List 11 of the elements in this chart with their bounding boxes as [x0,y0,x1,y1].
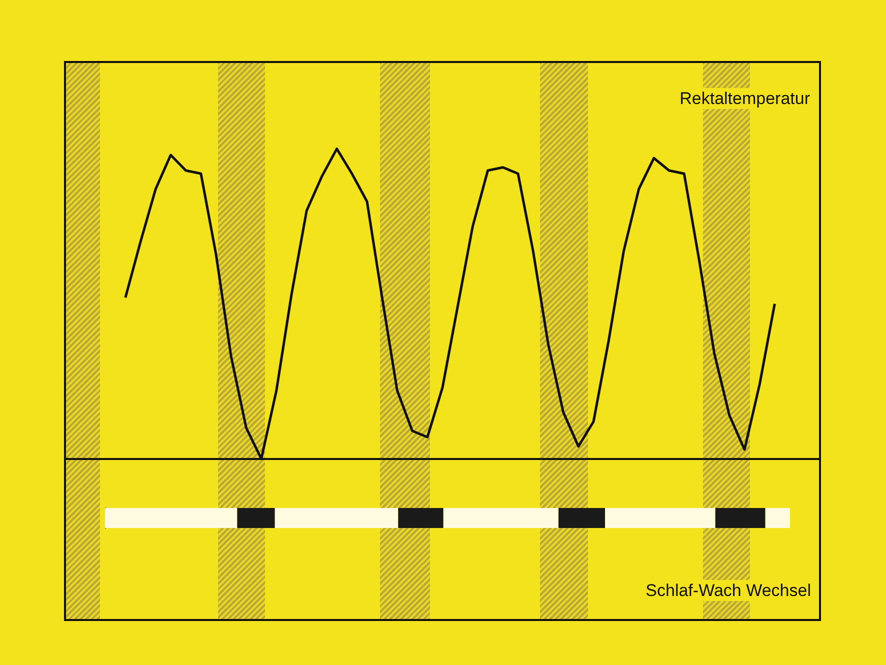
bar [765,508,790,528]
bar [398,508,444,528]
bar [443,508,558,528]
bar [105,508,238,528]
bar [274,508,398,528]
bar [558,508,606,528]
bar [237,508,275,528]
bar [715,508,766,528]
text: Schlaf-Wach Wechsel [646,581,811,600]
bar [605,508,716,528]
text: Rektaltemperatur [680,89,810,108]
